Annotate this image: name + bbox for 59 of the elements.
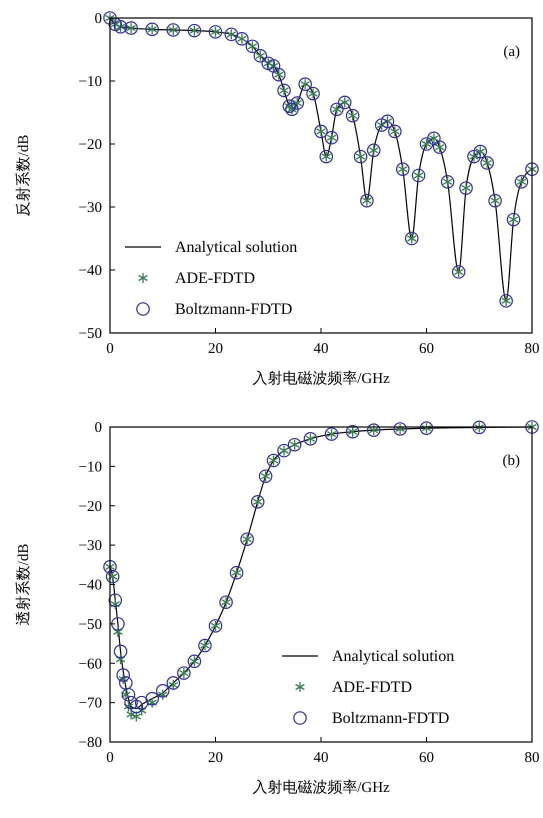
point [156, 684, 170, 698]
x-tick-label: 40 [314, 341, 328, 357]
point [124, 696, 138, 710]
point [112, 626, 123, 638]
legend-label: Boltzmann-FDTD [332, 710, 450, 727]
annotation: (b) [502, 453, 520, 469]
x-tick-label: 60 [419, 341, 434, 357]
y-tick-label: −70 [78, 696, 102, 712]
point [166, 676, 180, 690]
y-axis-title: 反射系数/dB [15, 134, 32, 216]
x-tick-label: 80 [524, 750, 540, 766]
y-tick-label: 0 [94, 420, 102, 436]
point [110, 598, 120, 610]
point [126, 708, 136, 720]
point [108, 593, 122, 608]
annotation: (a) [503, 44, 520, 60]
point [123, 700, 134, 712]
x-tick-label: 80 [524, 341, 540, 357]
point [116, 668, 130, 682]
y-tick-label: −40 [78, 578, 102, 594]
legend-label: ADE-FDTD [175, 270, 255, 287]
point [147, 696, 158, 708]
point [120, 689, 131, 700]
x-tick-label: 20 [208, 750, 223, 766]
y-tick-label: −30 [78, 538, 102, 554]
y-tick-label: −80 [78, 735, 102, 751]
legend-label: Analytical solution [175, 239, 298, 256]
legend-label: Boltzmann-FDTD [175, 301, 292, 318]
y-tick-label: −10 [78, 459, 102, 476]
legend-label: ADE-FDTD [332, 679, 412, 696]
x-tick-label: 0 [106, 341, 114, 357]
point [158, 689, 168, 700]
y-tick-label: −30 [78, 200, 102, 216]
point [130, 700, 144, 714]
y-tick-label: −10 [78, 74, 102, 90]
x-tick-label: 0 [106, 750, 114, 766]
y-tick-label: −40 [78, 263, 102, 279]
x-axis-title: 入射电磁波频率/GHz [252, 370, 390, 387]
point [119, 676, 133, 690]
point [116, 654, 126, 665]
y-tick-label: −60 [78, 656, 102, 672]
y-tick-label: −20 [78, 137, 102, 153]
point [168, 679, 178, 691]
legend-label: Analytical solution [332, 648, 454, 665]
y-tick-label: −50 [78, 326, 102, 342]
point [122, 688, 136, 702]
point [118, 673, 128, 685]
point [134, 696, 148, 710]
x-tick-label: 20 [208, 341, 223, 357]
x-axis-title: 入射电磁波频率/GHz [252, 779, 390, 796]
y-tick-label: 0 [94, 11, 102, 27]
x-tick-label: 60 [419, 750, 434, 766]
point [114, 644, 128, 658]
point [111, 617, 125, 631]
x-tick-label: 40 [314, 750, 328, 766]
y-tick-label: −20 [78, 498, 102, 515]
y-tick-label: −50 [78, 616, 102, 633]
point [145, 692, 159, 706]
y-axis-title: 透射系数/dB [15, 544, 32, 626]
